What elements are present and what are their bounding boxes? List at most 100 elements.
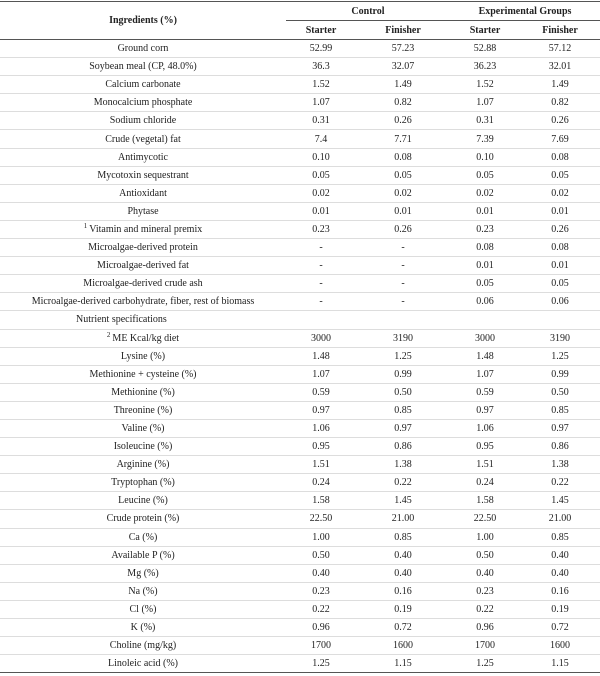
value-cell: 0.22 (450, 600, 520, 620)
value-cell: 3190 (356, 329, 450, 348)
value-cell: 0.02 (520, 184, 600, 203)
value-cell: 1.51 (450, 455, 520, 475)
value-cell: 0.50 (520, 383, 600, 402)
value-cell: - (286, 274, 356, 294)
row-label: Microalgae-derived carbohydrate, fiber, … (0, 292, 286, 312)
value-cell: 0.01 (286, 202, 356, 221)
value-cell: 1.58 (286, 491, 356, 511)
table-row: Cl (%) 0.22 0.19 0.22 0.19 (0, 600, 600, 620)
value-cell: 0.22 (286, 600, 356, 620)
label-text: Microalgae-derived crude ash (83, 278, 203, 290)
value-cell: 22.50 (286, 509, 356, 529)
value-cell: 1.52 (450, 75, 520, 95)
value-cell: 1600 (520, 636, 600, 656)
value-cell: 0.05 (356, 166, 450, 185)
table-row: Methionine + cysteine (%) 1.07 0.99 1.07 0.9… (0, 365, 600, 384)
header-cell: Ingredients (%) (0, 1, 286, 40)
table-row: Valine (%) 1.06 0.97 1.06 0.97 (0, 419, 600, 439)
label-text: Nutrient specifications (76, 314, 167, 326)
label-text: ME Kcal/kg diet (112, 332, 180, 344)
value-cell: 0.01 (356, 202, 450, 221)
value-cell: 0.50 (356, 383, 450, 402)
row-label: K (%) (0, 618, 286, 638)
value-cell: 0.40 (356, 564, 450, 583)
row-label: Microalgae-derived fat (0, 256, 286, 276)
label-text: Microalgae-derived protein (88, 242, 198, 254)
label-text: Tryptophan (%) (111, 477, 175, 489)
table-row: Monocalcium phosphate 1.07 0.82 1.07 0.82 (0, 93, 600, 113)
label-text: Ca (%) (128, 531, 158, 543)
value-cell: 36.3 (286, 57, 356, 77)
value-cell: 0.08 (520, 238, 600, 258)
label-text: Microalgae-derived fat (97, 260, 189, 272)
table-row: Ground corn 52.99 57.23 52.88 57.12 (0, 39, 600, 59)
label-text: Phytase (127, 205, 159, 217)
value-cell: 1.25 (286, 654, 356, 674)
row-label: Arginine (%) (0, 455, 286, 475)
row-label: Crude (vegetal) fat (0, 129, 286, 149)
label-text: Isoleucine (%) (113, 441, 173, 453)
row-label: Crude protein (%) (0, 509, 286, 529)
value-cell: 1.45 (356, 491, 450, 511)
value-cell: 1.49 (356, 75, 450, 95)
table-row: Microalgae-derived protein - -0.08 0.08 (0, 238, 600, 258)
value-cell: 0.26 (520, 111, 600, 131)
value-cell: 32.07 (356, 57, 450, 77)
table-body: Ground corn 52.99 57.23 52.88 57.12 Soybean m… (0, 39, 600, 674)
value-cell: 0.24 (450, 473, 520, 493)
value-cell: 1.48 (286, 347, 356, 366)
row-label: Sodium chloride (0, 111, 286, 131)
label-text: Sodium chloride (109, 115, 177, 127)
value-cell: 0.05 (520, 274, 600, 294)
value-cell: 22.50 (450, 509, 520, 529)
value-cell: 0.82 (356, 93, 450, 113)
value-cell: 0.95 (450, 437, 520, 457)
table-row: Sodium chloride 0.31 0.26 0.31 0.26 (0, 111, 600, 131)
value-cell: 1.15 (356, 654, 450, 674)
table-row: Choline (mg/kg) 1700 1600 1700 1600 (0, 636, 600, 656)
value-cell: 21.00 (520, 509, 600, 529)
value-cell: 7.69 (520, 129, 600, 149)
value-cell: 0.06 (450, 292, 520, 312)
value-cell: 0.85 (520, 401, 600, 420)
value-cell: 1.00 (286, 528, 356, 547)
value-cell: 0.99 (356, 365, 450, 384)
value-cell: 3000 (286, 329, 356, 348)
value-cell: 0.10 (286, 148, 356, 167)
value-cell: 0.05 (450, 166, 520, 185)
row-label: Available P (%) (0, 546, 286, 565)
value-cell: 0.26 (356, 111, 450, 131)
subheader: Starter (450, 20, 520, 40)
value-cell: 0.06 (520, 292, 600, 312)
row-label: Microalgae-derived crude ash (0, 274, 286, 294)
value-cell: 1.25 (520, 347, 600, 366)
table-row: Available P (%) 0.50 0.40 0.50 0.40 (0, 546, 600, 565)
value-cell: 0.40 (520, 546, 600, 565)
value-cell: 0.24 (286, 473, 356, 493)
value-cell: 0.40 (286, 564, 356, 583)
value-cell: 1.45 (520, 491, 600, 511)
value-cell: 0.96 (450, 618, 520, 638)
row-label: Leucine (%) (0, 491, 286, 511)
row-label: Mg (%) (0, 564, 286, 583)
label-text: Mycotoxin sequestrant (97, 169, 189, 181)
value-cell: 0.97 (520, 419, 600, 439)
value-cell: 0.02 (450, 184, 520, 203)
label-text: Microalgae-derived carbohydrate, fiber, … (31, 296, 255, 308)
label-text: Leucine (%) (118, 495, 168, 507)
row-label: Threonine (%) (0, 401, 286, 420)
row-label: Antimycotic (0, 148, 286, 167)
value-cell: 0.05 (286, 166, 356, 185)
value-cell: 0.01 (520, 256, 600, 276)
value-cell: 21.00 (356, 509, 450, 529)
table-header: Ingredients (%) Control Experimental Gro… (0, 1, 600, 40)
value-cell: 0.86 (520, 437, 600, 457)
value-cell: 1.38 (356, 455, 450, 475)
value-cell: 0.85 (520, 528, 600, 547)
label-text: Lysine (%) (120, 350, 166, 362)
value-cell: 0.08 (356, 148, 450, 167)
label-text: Linoleic acid (%) (108, 658, 178, 670)
value-cell: 0.97 (450, 401, 520, 420)
subheader: Finisher (356, 20, 450, 40)
